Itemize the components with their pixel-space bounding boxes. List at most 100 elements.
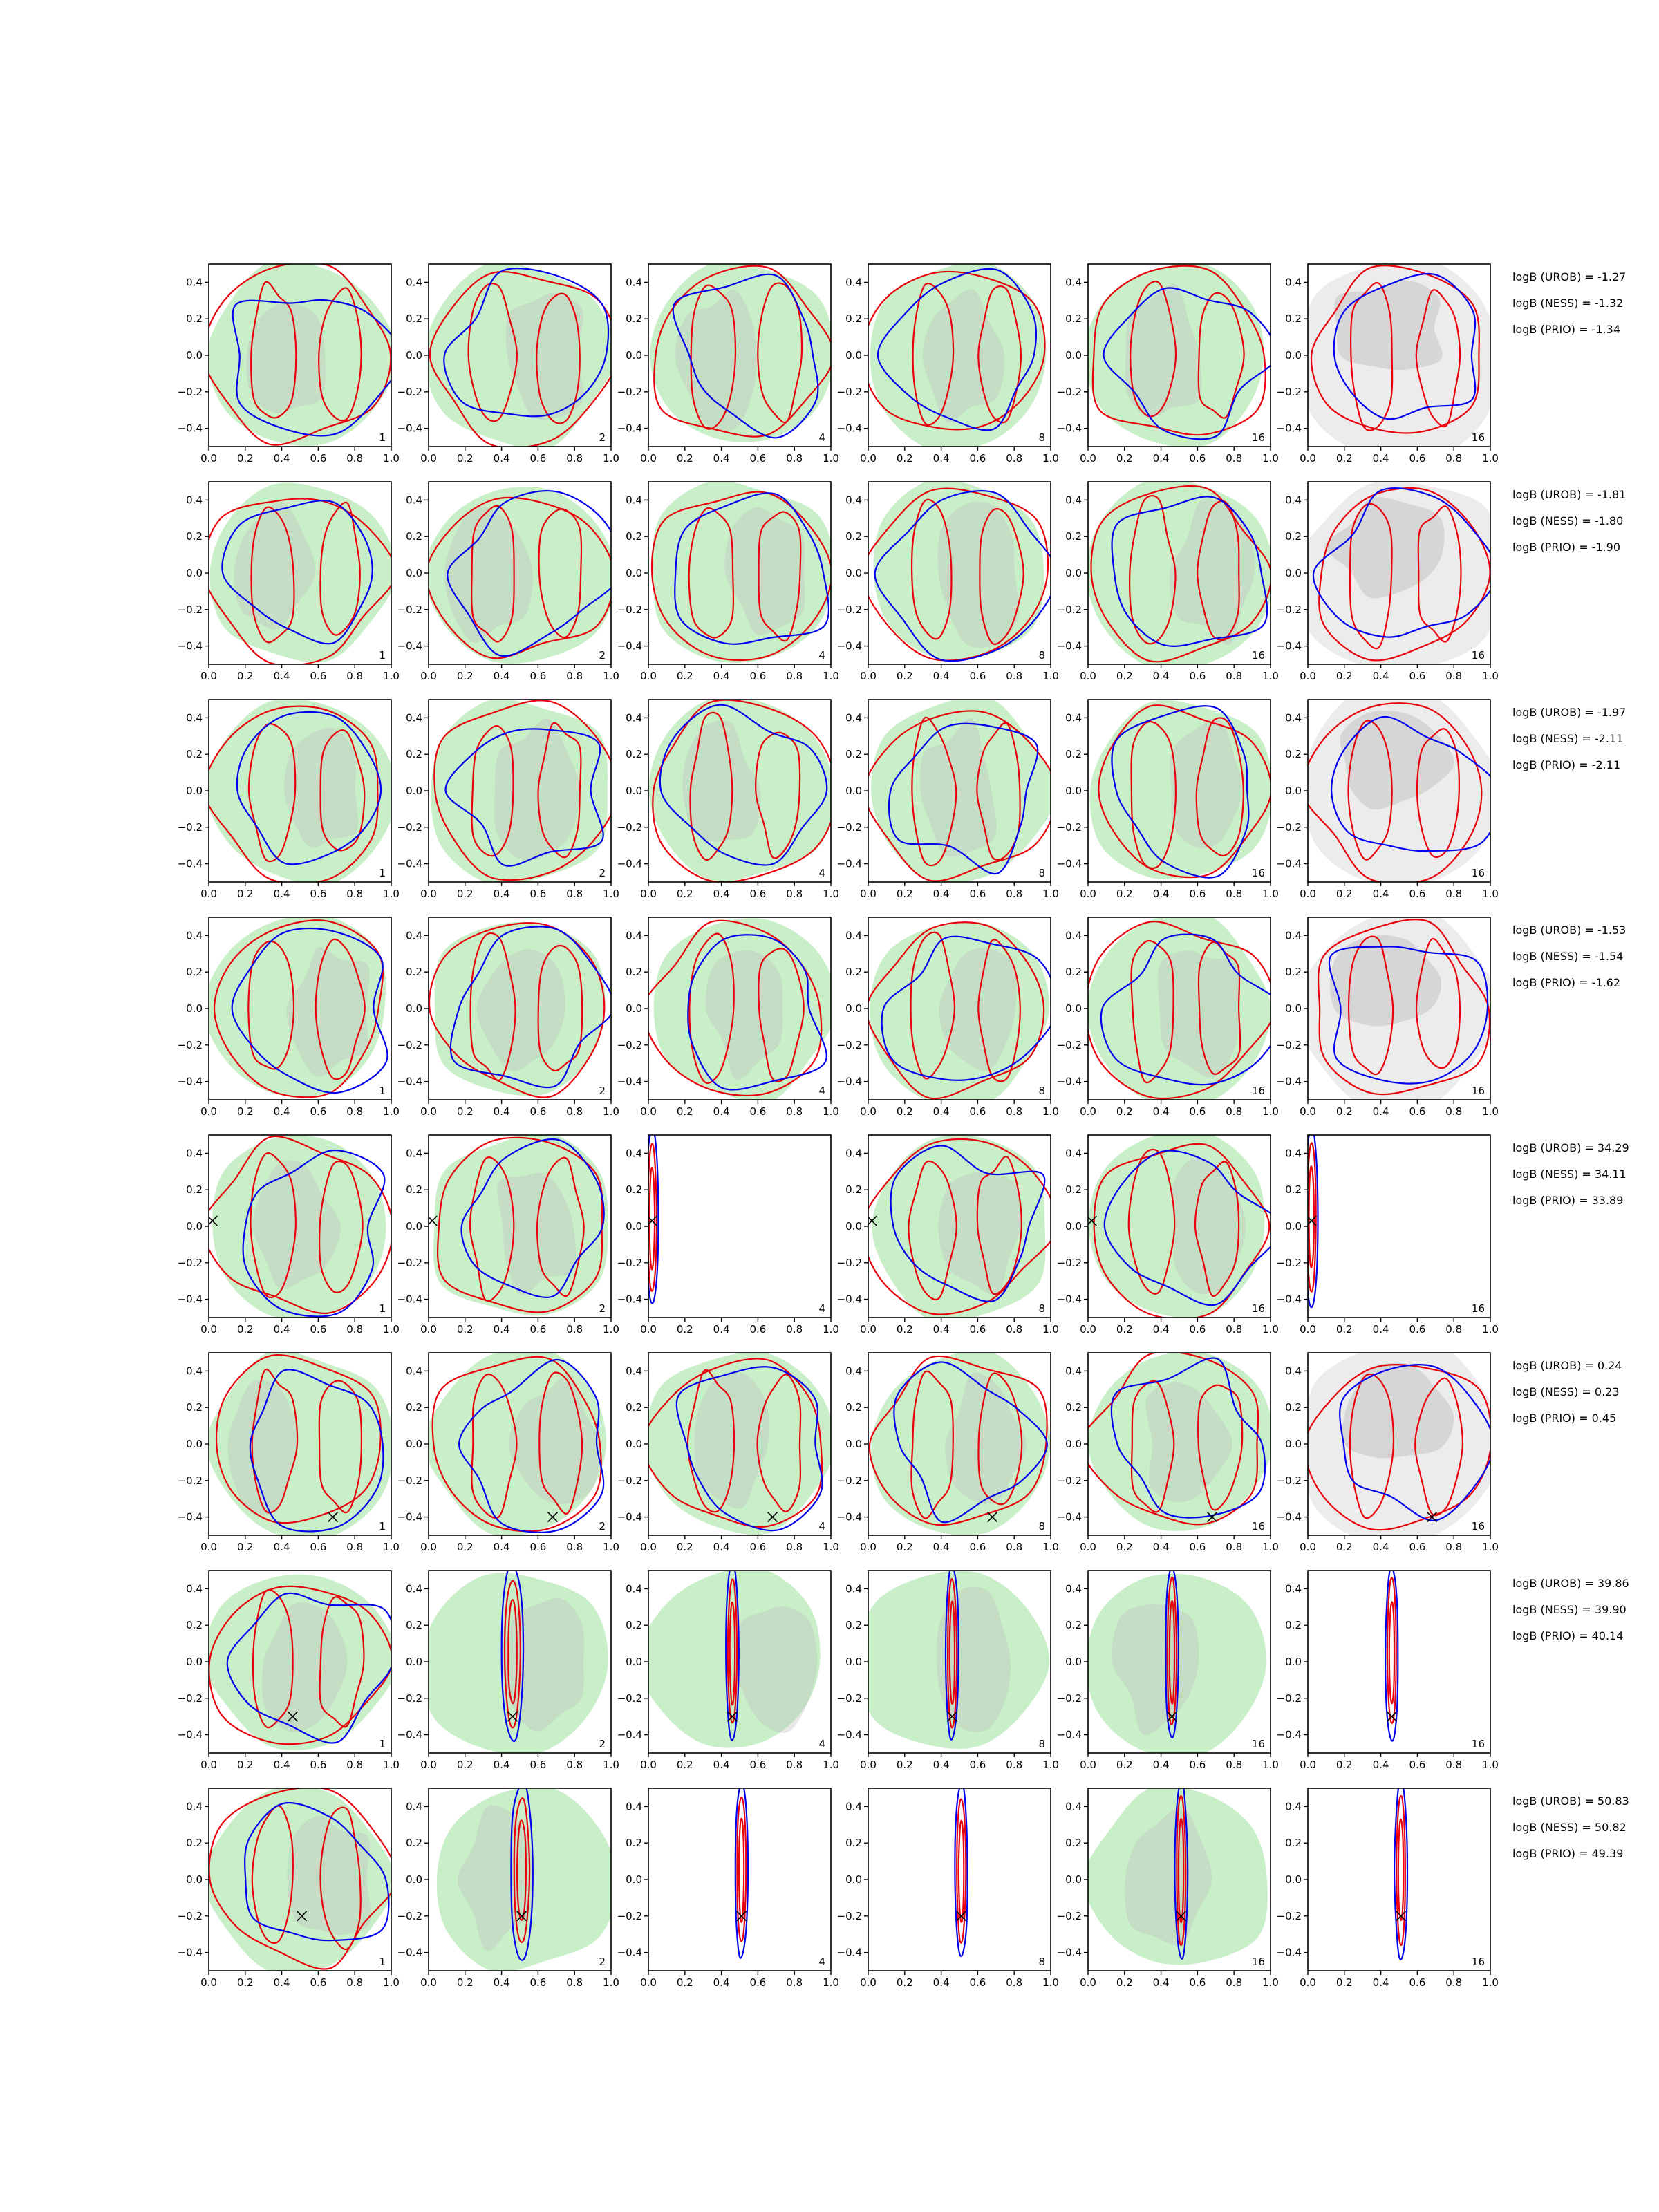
red-contour <box>433 700 611 881</box>
x-tick-label: 1.0 <box>1262 1323 1279 1335</box>
x-tick-label: 0.0 <box>420 1105 437 1118</box>
red-contour <box>648 1166 656 1271</box>
true-value-marker <box>767 1512 778 1523</box>
y-tick-label: 0.2 <box>1065 1619 1082 1631</box>
blue-contour <box>672 273 819 439</box>
red-contour <box>1177 1818 1185 1924</box>
y-tick-label: 0.0 <box>186 567 203 579</box>
green-density-region <box>429 1573 608 1753</box>
red-contour <box>319 1806 362 1951</box>
green-density-region <box>209 1353 391 1535</box>
y-tick-label: −0.4 <box>397 1947 422 1959</box>
x-tick-label: 0.0 <box>1080 1105 1096 1118</box>
blue-contour <box>1111 496 1268 647</box>
x-tick-label: 0.2 <box>457 1323 474 1335</box>
y-tick-label: 0.4 <box>626 1147 642 1159</box>
y-tick-label: 0.2 <box>626 966 642 978</box>
y-tick-label: 0.4 <box>626 711 642 724</box>
panel-contours <box>1088 917 1271 1100</box>
y-tick-label: 0.4 <box>406 929 422 941</box>
x-tick-label: 0.2 <box>237 1323 254 1335</box>
axes-frame <box>1307 1570 1491 1754</box>
gray-density-region <box>497 1172 576 1296</box>
x-tick-label: 0.4 <box>1153 1976 1170 1989</box>
red-contour <box>251 1368 299 1514</box>
red-contour <box>429 270 611 447</box>
y-tick-label: −0.4 <box>178 858 203 870</box>
x-tick-label: 0.0 <box>860 1976 877 1989</box>
x-tick-label: 0.2 <box>1116 1759 1133 1771</box>
x-tick-label: 0.2 <box>237 452 254 465</box>
y-tick-label: 0.4 <box>406 1800 422 1812</box>
x-tick-label: 0.2 <box>237 1541 254 1553</box>
x-tick-label: 0.8 <box>786 1105 803 1118</box>
y-tick-label: 0.0 <box>1065 1220 1082 1232</box>
axes-frame <box>1307 1134 1491 1318</box>
panel-number-label: 16 <box>1252 431 1265 444</box>
x-tick-label: 0.2 <box>457 1976 474 1989</box>
gray-density-region <box>919 718 997 857</box>
blue-contour <box>874 490 1051 662</box>
y-tick-label: 0.0 <box>845 1656 862 1668</box>
y-tick-label: −0.4 <box>397 858 422 870</box>
x-tick-label: 0.0 <box>420 452 437 465</box>
y-tick-label: 0.0 <box>406 1438 422 1450</box>
x-tick-label: 0.0 <box>1080 670 1096 682</box>
panel-contours <box>209 1135 391 1318</box>
y-tick-label: −0.2 <box>837 1039 862 1051</box>
panel-r8-c3: 0.0 0.2 0.4 0.6 0.8 1.0 −0.4 −0.2 0.0 0.2 0.4 4 <box>617 1788 839 1989</box>
panel-contours <box>1308 1353 1490 1535</box>
x-tick-label: 1.0 <box>603 1759 619 1771</box>
red-contour <box>1130 720 1177 870</box>
panel-contours <box>429 921 611 1098</box>
logb-annotation: logB (PRIO) = 0.45 <box>1512 1412 1616 1425</box>
logb-annotation: logB (PRIO) = -2.11 <box>1512 758 1620 771</box>
y-tick-label: 0.0 <box>845 1438 862 1450</box>
panel-number-label: 4 <box>818 1520 825 1533</box>
blue-contour <box>734 1788 749 1959</box>
x-tick-label: 0.4 <box>713 670 730 682</box>
logb-annotation: logB (UROB) = -1.81 <box>1512 488 1626 501</box>
y-tick-label: 0.2 <box>1285 1619 1302 1631</box>
y-tick-label: −0.2 <box>397 1910 422 1922</box>
red-contour <box>979 508 1024 645</box>
panel-number-label: 2 <box>599 867 606 879</box>
x-tick-label: 0.8 <box>1445 1541 1462 1553</box>
x-tick-label: 0.0 <box>860 1323 877 1335</box>
panel-contours <box>429 1571 608 1753</box>
red-contour <box>652 700 831 882</box>
true-value-marker <box>516 1911 527 1922</box>
panel-number-label: 16 <box>1252 1520 1265 1533</box>
blue-contour <box>443 268 610 418</box>
x-tick-label: 0.6 <box>1189 1759 1206 1771</box>
x-tick-label: 0.6 <box>969 1759 986 1771</box>
x-tick-label: 0.0 <box>860 1541 877 1553</box>
red-contour <box>650 491 831 662</box>
y-tick-label: 0.0 <box>1065 1873 1082 1886</box>
gray-density-region <box>252 1160 341 1290</box>
panel-r8-c1: 0.0 0.2 0.4 0.6 0.8 1.0 −0.4 −0.2 0.0 0.2 0.4 1 <box>178 1788 400 1989</box>
x-tick-label: 0.6 <box>529 1759 546 1771</box>
green-density-region <box>648 1353 831 1535</box>
red-contour <box>213 919 384 1098</box>
y-tick-label: 0.4 <box>406 494 422 506</box>
panel-contours <box>209 1574 391 1751</box>
y-tick-label: 0.4 <box>186 1582 203 1595</box>
red-contour <box>247 940 295 1070</box>
x-tick-label: 0.8 <box>346 1105 363 1118</box>
x-tick-label: 0.6 <box>969 888 986 900</box>
x-tick-label: 1.0 <box>1042 1323 1059 1335</box>
red-contour <box>688 507 735 639</box>
panel-number-label: 8 <box>1038 649 1045 662</box>
blue-contour <box>447 490 611 657</box>
panel-number-label: 8 <box>1038 1956 1045 1968</box>
panel-contours <box>429 1353 607 1535</box>
red-contour <box>250 506 295 644</box>
gray-density-region <box>694 1371 769 1509</box>
red-contour <box>758 948 805 1082</box>
green-density-region <box>1088 917 1271 1100</box>
x-tick-label: 0.4 <box>933 888 950 900</box>
x-tick-label: 0.6 <box>1409 1323 1425 1335</box>
panel-number-label: 16 <box>1472 1520 1485 1533</box>
y-tick-label: −0.2 <box>1277 386 1302 398</box>
